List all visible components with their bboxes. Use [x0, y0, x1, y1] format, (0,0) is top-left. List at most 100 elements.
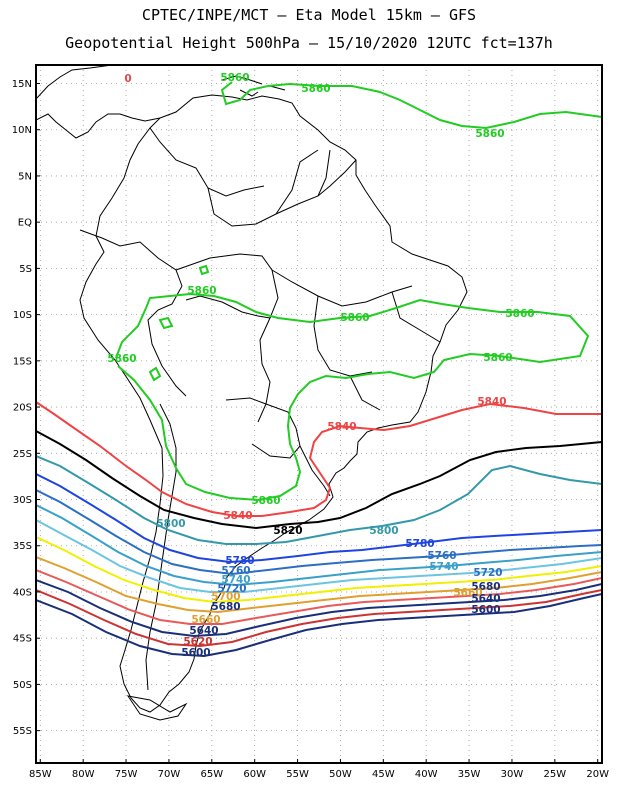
lat-tick-label: 10N [12, 125, 32, 136]
label-5680-a: 5680 [211, 601, 240, 613]
lat-tick-label: 15N [12, 79, 32, 90]
label-5640-a: 5640 [189, 625, 218, 637]
contour-5640 [36, 579, 602, 638]
border-venezuela-brazil [207, 159, 357, 227]
lon-tick-label: 75W [115, 769, 138, 780]
label-5840-c: 5840 [223, 510, 252, 522]
border-colombia-venezuela [149, 127, 265, 197]
lat-tick-label: 55S [13, 726, 32, 737]
contour-5620 [36, 589, 602, 648]
lon-tick-label: 35W [458, 769, 481, 780]
label-5680-b: 5680 [471, 581, 500, 593]
lon-tick-label: 80W [72, 769, 95, 780]
border-chile-argentina [145, 403, 177, 691]
lat-tick-label: 5S [19, 264, 32, 275]
lat-tick-label: 5N [18, 171, 32, 182]
label-5860-h: 5860 [483, 352, 512, 364]
lat-tick-label: 25S [13, 449, 32, 460]
contour-5800 [36, 455, 602, 545]
label-5780-a: 5780 [225, 555, 254, 567]
lon-tick-label: 50W [329, 769, 352, 780]
contour-5860-central [115, 292, 590, 502]
longitude-tick-labels: 85W 80W 75W 70W 65W 60W 55W 50W 45W 40W 35W 30W 25W 2… [29, 759, 609, 780]
label-5860-i: 5860 [251, 495, 280, 507]
contour-5840-main [36, 401, 602, 517]
lat-tick-label: 50S [13, 680, 32, 691]
label-5620: 5620 [183, 636, 212, 648]
label-5700: 5700 [211, 591, 240, 603]
contour-5820 [36, 430, 602, 530]
lat-tick-label: 20S [13, 403, 32, 414]
label-5660-a: 5660 [191, 614, 220, 626]
contour-lines [36, 81, 602, 658]
label-5740-b: 5740 [429, 561, 458, 573]
label-5800-a: 5800 [156, 518, 185, 530]
contour-5600 [36, 593, 602, 658]
border-brazil-bolivia [175, 253, 279, 423]
lon-tick-label: 65W [200, 769, 223, 780]
label-5820: 5820 [273, 525, 302, 537]
contour-5740 [36, 504, 602, 587]
map-title-line2: Geopotential Height 500hPa – 15/10/2020 … [65, 34, 553, 52]
map-frame [35, 64, 603, 764]
contour-5780 [36, 473, 602, 564]
label-5660-b: 5660 [453, 587, 482, 599]
map-title-line1: CPTEC/INPE/MCT – Eta Model 15km – GFS [141, 6, 477, 24]
label-5840-a: 5840 [477, 396, 506, 408]
label-5720-a: 5720 [217, 583, 246, 595]
lat-tick-label: 40S [13, 587, 32, 598]
contour-5680 [36, 556, 602, 614]
label-5780-b: 5780 [405, 538, 434, 550]
contour-5860-north [220, 81, 602, 130]
lon-tick-label: 70W [158, 769, 181, 780]
lat-tick-label: 30S [13, 495, 32, 506]
lon-tick-label: 55W [286, 769, 309, 780]
label-5800-b: 5800 [369, 525, 398, 537]
label-5760-a: 5760 [221, 565, 250, 577]
lat-tick-label: 10S [13, 310, 32, 321]
label-5600-b: 5600 [471, 604, 500, 616]
zero-marker: 0 [124, 73, 131, 85]
lat-tick-label: EQ [18, 218, 32, 229]
lon-tick-label: 25W [544, 769, 567, 780]
label-5860-f: 5860 [505, 308, 534, 320]
border-brazil-states [271, 269, 441, 411]
latitude-tick-labels: 15N 10N 5N EQ 5S 10S 15S 20S 25S 30S 35S 40S 45S 50S 5… [12, 79, 40, 737]
central-america-coastline [36, 113, 161, 139]
border-paraguay [225, 397, 301, 459]
lat-lon-grid [36, 65, 602, 763]
lon-tick-label: 40W [415, 769, 438, 780]
lon-tick-label: 20W [586, 769, 609, 780]
label-5760-b: 5760 [427, 550, 456, 562]
contour-5720 [36, 519, 602, 593]
coastline-and-borders [36, 65, 468, 721]
label-5720-b: 5720 [473, 567, 502, 579]
lon-tick-label: 85W [29, 769, 52, 780]
label-5860-d: 5860 [187, 285, 216, 297]
contour-labels: 0 5860 5860 5860 5860 5860 5860 5860 586… [107, 72, 534, 659]
label-5860-e: 5860 [340, 312, 369, 324]
border-colombia-ecuador-peru [79, 229, 183, 287]
lat-tick-label: 15S [13, 356, 32, 367]
border-uruguay-brazil [299, 445, 331, 497]
lon-tick-label: 30W [501, 769, 524, 780]
label-5840-b: 5840 [327, 421, 356, 433]
label-5860-c: 5860 [475, 128, 504, 140]
label-5640-b: 5640 [471, 593, 500, 605]
label-5860-b: 5860 [301, 83, 330, 95]
lat-tick-label: 45S [13, 634, 32, 645]
label-5600-a: 5600 [181, 647, 210, 659]
tierra-del-fuego [126, 695, 188, 721]
label-5860-g: 5860 [107, 353, 136, 365]
lon-tick-label: 60W [243, 769, 266, 780]
label-5740-a: 5740 [221, 574, 250, 586]
contour-5660 [36, 569, 602, 625]
contour-5760 [36, 489, 602, 576]
lon-tick-label: 45W [372, 769, 395, 780]
border-peru-brazil [147, 285, 187, 397]
caribbean-islands [221, 75, 286, 97]
contour-5860-small [148, 264, 210, 382]
south-america-coastline [36, 65, 468, 713]
lat-tick-label: 35S [13, 541, 32, 552]
